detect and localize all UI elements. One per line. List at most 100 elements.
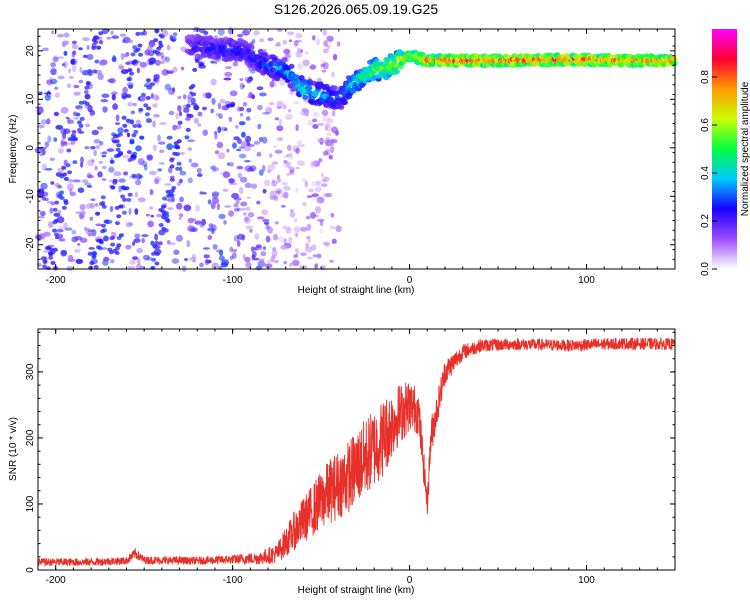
streak-cell	[59, 190, 65, 195]
noise-cell	[323, 193, 331, 198]
noise-cell	[326, 35, 334, 42]
ridge-cell	[312, 91, 319, 97]
noise-cell	[135, 179, 142, 186]
streak-cell	[150, 82, 155, 87]
streak-cell	[112, 180, 118, 185]
noise-cell	[52, 56, 59, 63]
streak-cell	[185, 127, 191, 132]
streak-cell	[203, 30, 209, 35]
y-tick-label: 0	[25, 145, 36, 151]
noise-cell	[93, 139, 101, 144]
noise-cell	[127, 39, 134, 44]
streak-cell	[132, 59, 138, 64]
noise-cell	[316, 196, 325, 204]
noise-cell	[277, 236, 285, 243]
noise-cell	[287, 161, 291, 169]
streak-cell	[98, 31, 104, 36]
noise-cell	[95, 211, 101, 216]
noise-cell	[95, 203, 99, 207]
streak-cell	[139, 31, 145, 36]
noise-cell	[247, 212, 255, 218]
noise-cell	[106, 148, 115, 152]
noise-cell	[49, 157, 55, 161]
noise-cell	[79, 66, 83, 73]
noise-cell	[86, 44, 90, 51]
noise-cell	[294, 248, 299, 252]
noise-cell	[235, 200, 240, 204]
noise-cell	[56, 33, 64, 38]
streak-cell	[123, 128, 129, 133]
noise-cell	[256, 216, 265, 220]
noise-cell	[262, 164, 266, 172]
noise-cell	[57, 209, 62, 214]
noise-cell	[132, 102, 137, 107]
noise-cell	[202, 92, 210, 99]
noise-cell	[63, 32, 70, 38]
noise-cell	[73, 117, 80, 120]
noise-cell	[273, 233, 278, 241]
streak-cell	[152, 77, 158, 82]
noise-cell	[212, 164, 217, 172]
streak-cell	[121, 210, 127, 215]
noise-cell	[205, 259, 212, 264]
noise-cell	[281, 204, 286, 208]
snr-x-ticks: -200 -100 0 100	[37, 329, 676, 586]
noise-cell	[135, 173, 142, 180]
noise-cell	[222, 188, 229, 192]
ridge-cell	[208, 36, 215, 43]
streak-cell	[176, 161, 182, 166]
noise-cell	[217, 126, 222, 134]
noise-cell	[134, 233, 141, 239]
noise-cell	[122, 86, 128, 94]
noise-cell	[196, 167, 202, 174]
noise-cell	[108, 78, 116, 84]
streak-cell	[65, 163, 71, 168]
noise-cell	[160, 56, 168, 61]
noise-cell	[63, 222, 68, 229]
noise-cell	[263, 179, 271, 187]
noise-cell	[184, 117, 191, 121]
ridge-cell	[496, 53, 503, 59]
noise-cell	[231, 252, 237, 259]
noise-cell	[175, 234, 183, 242]
noise-cell	[177, 105, 182, 112]
noise-cell	[60, 140, 64, 148]
noise-cell	[48, 221, 54, 228]
noise-cell	[44, 197, 49, 202]
noise-cell	[283, 191, 289, 199]
snr-y-label: SNR (10 * v/v)	[8, 417, 19, 481]
noise-cell	[318, 228, 324, 234]
noise-cell	[223, 220, 227, 225]
x-tick-label: -200	[46, 275, 66, 286]
noise-cell	[229, 246, 233, 253]
streak-cell	[118, 233, 124, 238]
ridge-cell	[215, 53, 222, 59]
noise-cell	[167, 207, 174, 211]
streak-cell	[52, 220, 58, 225]
noise-cell	[306, 256, 314, 260]
noise-cell	[271, 161, 279, 165]
streak-cell	[129, 71, 134, 76]
noise-cell	[210, 202, 216, 210]
noise-cell	[126, 132, 131, 138]
noise-cell	[150, 93, 154, 99]
streak-cell	[59, 196, 65, 200]
noise-cell	[235, 124, 239, 129]
streak-cell	[126, 150, 132, 155]
noise-cell	[210, 60, 215, 64]
noise-cell	[322, 28, 328, 36]
noise-cell	[75, 105, 83, 109]
streak-cell	[116, 143, 122, 148]
noise-cell	[175, 124, 182, 130]
streak-cell	[62, 172, 68, 177]
noise-cell	[304, 246, 313, 253]
noise-cell	[179, 196, 185, 203]
noise-cell	[197, 111, 203, 117]
noise-cell	[258, 258, 265, 263]
noise-cell	[160, 60, 165, 64]
noise-cell	[110, 30, 114, 35]
streak-cell	[155, 50, 160, 55]
noise-cell	[78, 79, 84, 84]
